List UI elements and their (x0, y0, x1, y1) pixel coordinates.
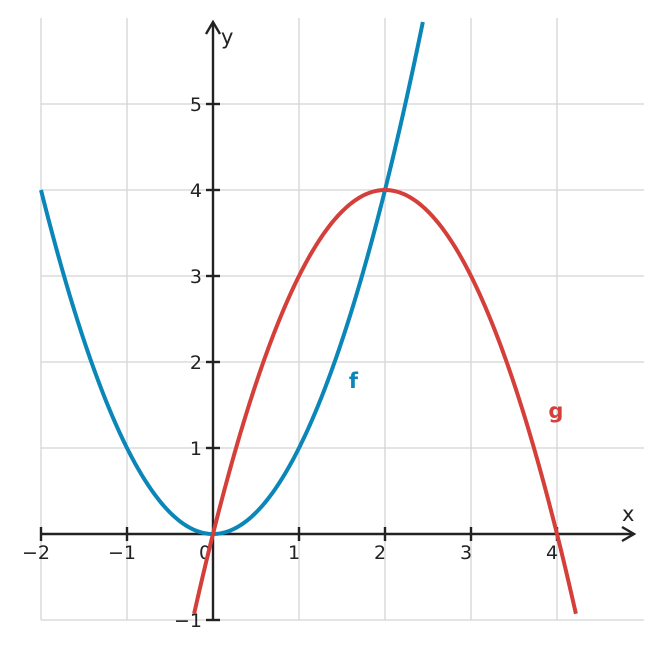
grid (40, 18, 644, 621)
x-tick-label: 1 (288, 542, 300, 564)
x-tick-label: 2 (374, 542, 386, 564)
x-axis-label: x (622, 502, 634, 526)
y-tick-label: −1 (174, 610, 202, 632)
y-tick-label: 5 (190, 94, 202, 116)
y-tick-label: 3 (190, 266, 202, 288)
axes (41, 19, 637, 620)
x-tick-label: −1 (108, 542, 136, 564)
x-tick-label: −2 (22, 542, 50, 564)
y-tick-label: 1 (190, 438, 202, 460)
curves (39, 21, 578, 615)
curve-f (39, 21, 425, 536)
curve-label-f: f (349, 369, 359, 393)
y-tick-label: 4 (190, 180, 202, 202)
curve-g (192, 188, 578, 615)
x-axis-arrow (621, 525, 637, 543)
x-tick-label: 4 (546, 542, 558, 564)
labels: x y f g (221, 25, 634, 526)
y-tick-label: 2 (190, 352, 202, 374)
y-axis-arrow (204, 19, 222, 35)
x-tick-label: 3 (460, 542, 472, 564)
y-axis-label: y (221, 25, 233, 49)
curve-label-g: g (548, 399, 563, 423)
